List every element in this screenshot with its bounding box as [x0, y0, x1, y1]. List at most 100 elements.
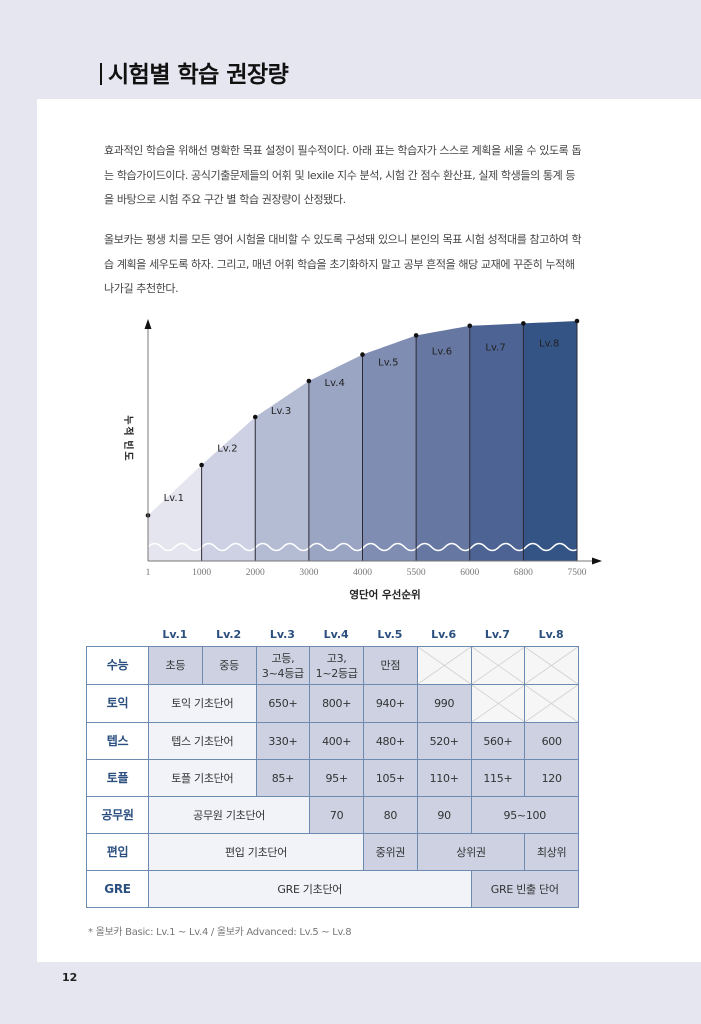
score-cell: 토익 기초단어 — [148, 684, 257, 723]
score-cell: 고등, 3~4등급 — [255, 646, 311, 685]
not-applicable-cell — [524, 646, 579, 685]
x-axis-arrow-icon — [592, 557, 602, 565]
x-tick-label: 4000 — [353, 568, 372, 578]
score-cell: 편입 기초단어 — [148, 833, 364, 871]
table-row: 토익 토익 기초단어 650+ 800+ 940+ 990 — [86, 684, 579, 723]
score-cell: 95+ — [309, 759, 364, 797]
boundary-dot — [574, 318, 580, 324]
level-header-6: Lv.6 — [431, 628, 457, 641]
x-tick-label: 3000 — [299, 568, 318, 578]
level-label: Lv.4 — [325, 378, 345, 389]
level-header-3: Lv.3 — [269, 628, 295, 641]
level-header-5: Lv.5 — [377, 628, 403, 641]
score-cell: 90 — [416, 796, 472, 834]
level-label: Lv.7 — [485, 342, 505, 353]
level-band-5 — [362, 335, 417, 561]
page-title-text: 시험별 학습 권장량 — [108, 62, 289, 88]
score-cell: 110+ — [416, 759, 472, 797]
not-applicable-cell — [416, 646, 472, 685]
x-tick-label: 7500 — [568, 568, 587, 578]
y-axis-label-char: 빈 — [122, 440, 135, 449]
level-header-1: Lv.1 — [162, 628, 188, 641]
boundary-dot — [413, 333, 419, 338]
level-header-7: Lv.7 — [484, 628, 510, 641]
x-axis-label: 영단어 우선순위 — [349, 588, 420, 601]
level-label: Lv.5 — [378, 357, 398, 368]
score-cell: 95~100 — [470, 796, 579, 834]
axis-break-wave — [147, 542, 581, 552]
x-tick-label: 6800 — [514, 568, 533, 578]
score-cell: 중위권 — [363, 833, 418, 871]
score-cell: 400+ — [309, 722, 364, 760]
score-cell: 105+ — [363, 759, 418, 797]
level-label: Lv.3 — [271, 406, 291, 417]
score-cell: 520+ — [416, 722, 472, 760]
score-cell: 990 — [416, 684, 472, 723]
score-cell: 상위권 — [416, 833, 526, 871]
score-cell: GRE 기초단어 — [148, 870, 472, 908]
score-cell: 초등 — [148, 646, 203, 685]
table-row: 텝스 텝스 기초단어 330+ 400+ 480+ 520+ 560+ 600 — [86, 722, 579, 760]
x-tick-label: 1 — [146, 568, 151, 578]
score-cell: GRE 빈출 단어 — [470, 870, 579, 908]
level-band-4 — [308, 354, 363, 561]
score-cell: 650+ — [255, 684, 311, 723]
score-cell: 85+ — [255, 759, 311, 797]
not-applicable-cell — [524, 684, 579, 723]
boundary-dot — [306, 378, 312, 384]
score-cell: 70 — [309, 796, 364, 834]
score-cell: 115+ — [470, 759, 526, 797]
boundary-dot — [199, 462, 204, 468]
table-row: 편입 편입 기초단어 중위권 상위권 최상위 — [86, 833, 579, 871]
level-label: Lv.6 — [432, 346, 452, 357]
exam-name: 토플 — [86, 759, 149, 797]
score-cell: 텝스 기초단어 — [148, 722, 257, 760]
footnote: * 올보카 Basic: Lv.1 ~ Lv.4 / 올보카 Advanced:… — [88, 927, 352, 938]
boundary-dot — [252, 414, 258, 420]
y-axis-label-char: 누 — [122, 415, 134, 424]
boundary-dot — [521, 321, 526, 326]
level-band-3 — [255, 381, 309, 561]
x-tick-label: 1000 — [192, 568, 211, 578]
page-number: 12 — [62, 971, 78, 984]
boundary-dot — [360, 352, 365, 357]
level-label: Lv.1 — [164, 493, 184, 504]
not-applicable-cell — [470, 684, 526, 723]
score-cell: 중등 — [201, 646, 257, 685]
level-band-1 — [148, 465, 202, 561]
exam-name: 공무원 — [86, 796, 149, 834]
y-axis-label-char: 도 — [122, 451, 134, 460]
level-band-6 — [416, 325, 470, 561]
x-tick-label: 2000 — [246, 568, 265, 578]
level-header-4: Lv.4 — [323, 628, 349, 641]
intro-paragraph-2: 올보카는 평생 치를 모든 영어 시험을 대비할 수 있도록 구성돼 있으니 본… — [104, 233, 582, 295]
study-recommendation-table: Lv.1 Lv.2 Lv.3 Lv.4 Lv.5 Lv.6 Lv.7 Lv.8 수능 초등 중등 고… — [86, 623, 579, 908]
level-band-8 — [523, 321, 577, 561]
score-cell: 800+ — [309, 684, 364, 723]
level-band-2 — [201, 417, 256, 561]
y-axis-arrow-icon — [144, 319, 152, 329]
score-cell: 600 — [524, 722, 579, 760]
exam-level-grid: 수능 초등 중등 고등, 3~4등급 고3, 1~2등급 만점 토익 토익 기초단어 650+ 8… — [86, 646, 579, 908]
score-cell: 고3, 1~2등급 — [309, 646, 364, 685]
score-cell: 80 — [363, 796, 418, 834]
score-cell: 480+ — [363, 722, 418, 760]
table-row: 토플 토플 기초단어 85+ 95+ 105+ 110+ 115+ 120 — [86, 759, 579, 797]
level-label: Lv.2 — [217, 444, 237, 455]
cumulative-frequency-chart: Lv.1 Lv.2 Lv.3 Lv.4 Lv.5 Lv.6 Lv.7 Lv.8 1 1000 200… — [110, 310, 610, 610]
score-cell: 120 — [524, 759, 579, 797]
score-cell: 940+ — [363, 684, 418, 723]
not-applicable-cell — [470, 646, 526, 685]
page-title: 시험별 학습 권장량 — [100, 55, 289, 89]
level-header-row: Lv.1 Lv.2 Lv.3 Lv.4 Lv.5 Lv.6 Lv.7 Lv.8 — [148, 623, 579, 646]
cross-icon — [525, 685, 578, 722]
exam-name: 수능 — [86, 646, 149, 685]
boundary-dot — [467, 323, 473, 329]
level-header-2: Lv.2 — [216, 628, 242, 641]
table-row: 공무원 공무원 기초단어 70 80 90 95~100 — [86, 796, 579, 834]
score-cell: 토플 기초단어 — [148, 759, 257, 797]
exam-name: 텝스 — [86, 722, 149, 760]
level-label: Lv.8 — [539, 339, 559, 350]
level-header-8: Lv.8 — [538, 628, 564, 641]
table-row: 수능 초등 중등 고등, 3~4등급 고3, 1~2등급 만점 — [86, 646, 579, 685]
